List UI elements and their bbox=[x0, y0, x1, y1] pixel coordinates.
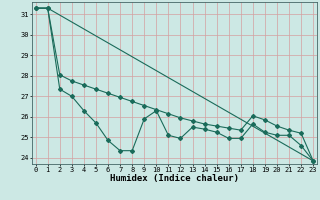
X-axis label: Humidex (Indice chaleur): Humidex (Indice chaleur) bbox=[110, 174, 239, 183]
